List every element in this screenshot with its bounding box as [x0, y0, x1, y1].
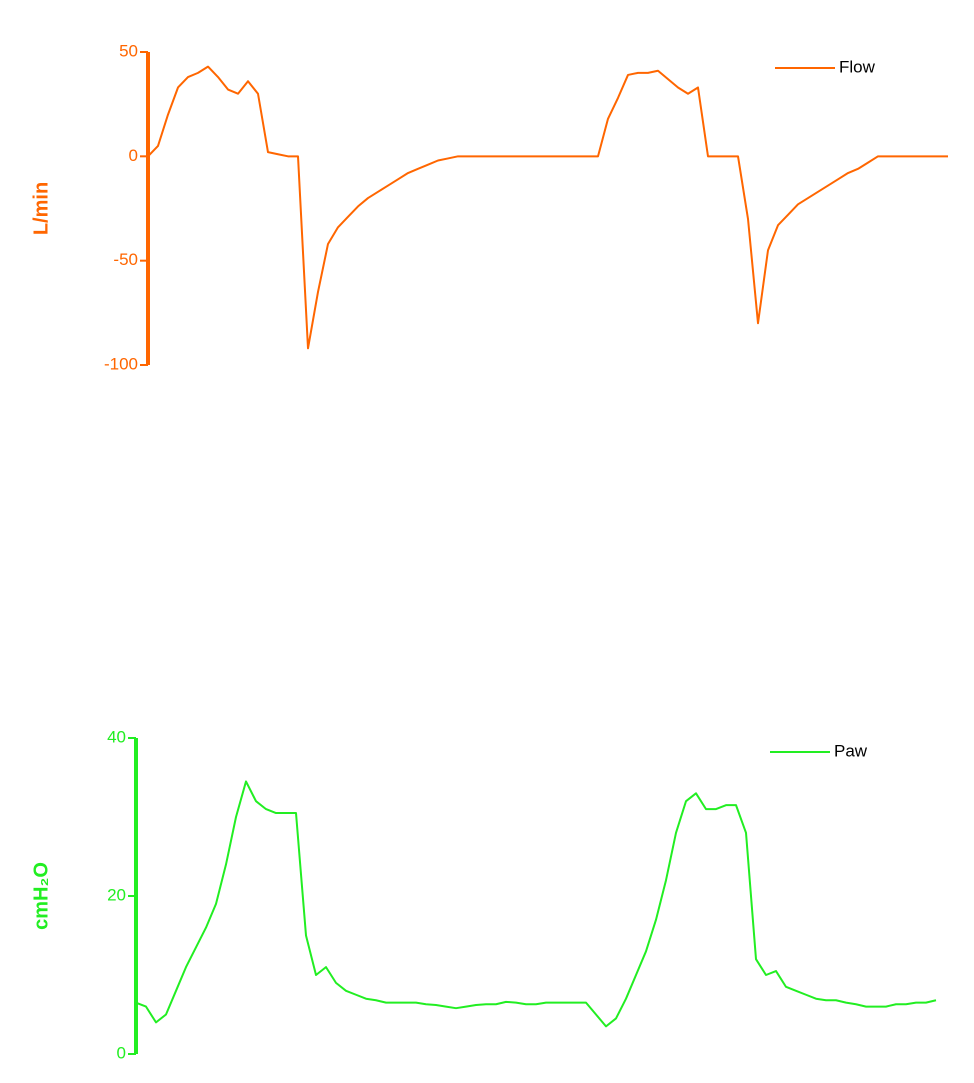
data-line	[147, 65, 948, 350]
y-axis-label: cmH₂O	[30, 862, 52, 930]
y-tick-label: 50	[119, 41, 138, 60]
y-tick-label: -50	[113, 250, 138, 269]
y-tick-label: 0	[117, 1043, 126, 1062]
data-line	[135, 780, 937, 1028]
y-tick-label: 20	[107, 885, 126, 904]
y-axis-label: L/min	[30, 182, 52, 235]
y-tick-label: 0	[129, 146, 138, 165]
y-tick-label: 40	[107, 727, 126, 746]
legend-label: Paw	[834, 741, 868, 760]
legend-label: Flow	[839, 57, 876, 76]
y-tick-label: -100	[104, 354, 138, 373]
